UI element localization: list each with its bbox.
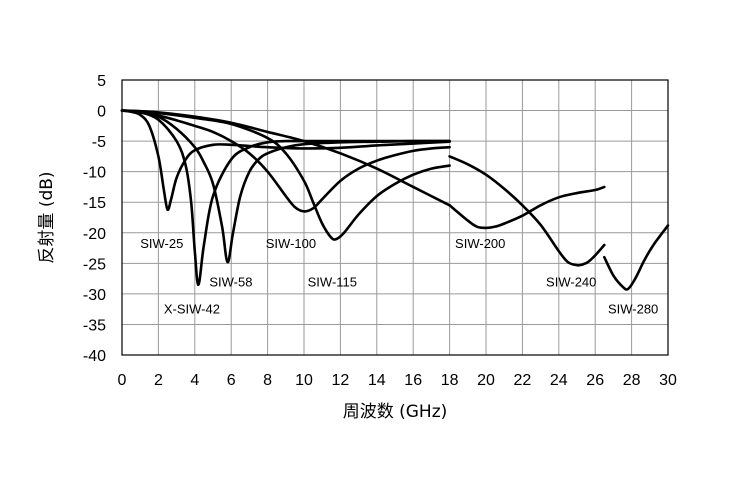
series-labels: SIW-25 X-SIW-42 SIW-58 SIW-100 SIW-115 SIW-20… [140,236,658,316]
y-tick-label: -20 [83,226,106,243]
y-tick-label: 0 [97,104,106,121]
x-tick-label: 6 [227,372,236,389]
x-tick-label: 16 [404,372,422,389]
series-line-siw-280 [603,224,670,291]
x-tick-label: 0 [118,372,127,389]
series-label: SIW-200 [455,236,505,251]
y-axis-label: 反射量 (dB) [37,171,57,263]
x-tick-label: 28 [623,372,641,389]
x-tick-label: 12 [332,372,350,389]
curves [120,109,670,291]
x-tick-label: 8 [263,372,272,389]
x-tick-label: 10 [295,372,313,389]
x-tick-label: 22 [514,372,532,389]
y-tick-label: -10 [83,165,106,182]
series-label: SIW-240 [546,275,596,290]
x-tick-label: 18 [441,372,459,389]
y-tick-labels: 5 0 -5 -10 -15 -20 -25 -30 -35 -40 [83,73,106,365]
y-tick-label: -5 [92,134,106,151]
plot-frame [121,79,669,356]
x-tick-label: 30 [659,372,677,389]
y-tick-label: -30 [83,287,106,304]
x-tick-label: 14 [368,372,386,389]
series-line-siw-115 [120,109,451,241]
series-line-siw-200 [448,185,606,230]
y-tick-label: -35 [83,317,106,334]
x-tick-label: 20 [477,372,495,389]
y-tick-label: -25 [83,256,106,273]
x-tick-label: 2 [154,372,163,389]
x-tick-label: 24 [550,372,568,389]
x-axis-label: 周波数 (GHz) [343,402,448,422]
series-line-siw-25 [120,109,451,212]
series-label: X-SIW-42 [164,301,220,316]
grid [121,79,669,356]
series-line-siw-200 [120,109,451,207]
x-tick-label: 4 [190,372,199,389]
series-line-siw-100 [120,109,451,213]
series-label: SIW-115 [308,275,357,290]
series-label: SIW-25 [140,236,183,251]
series-line-siw-58 [120,109,451,264]
x-tick-label: 26 [586,372,604,389]
series-label: SIW-280 [608,301,658,316]
series-line-siw-240 [448,155,606,267]
series-label: SIW-100 [266,236,316,251]
y-tick-label: 5 [97,73,106,90]
series-label: SIW-58 [209,275,252,290]
y-tick-label: -40 [83,348,106,365]
x-tick-labels: 0 2 4 6 8 10 12 14 16 18 20 22 24 26 28 30 [118,372,677,389]
y-tick-label: -15 [83,195,106,212]
